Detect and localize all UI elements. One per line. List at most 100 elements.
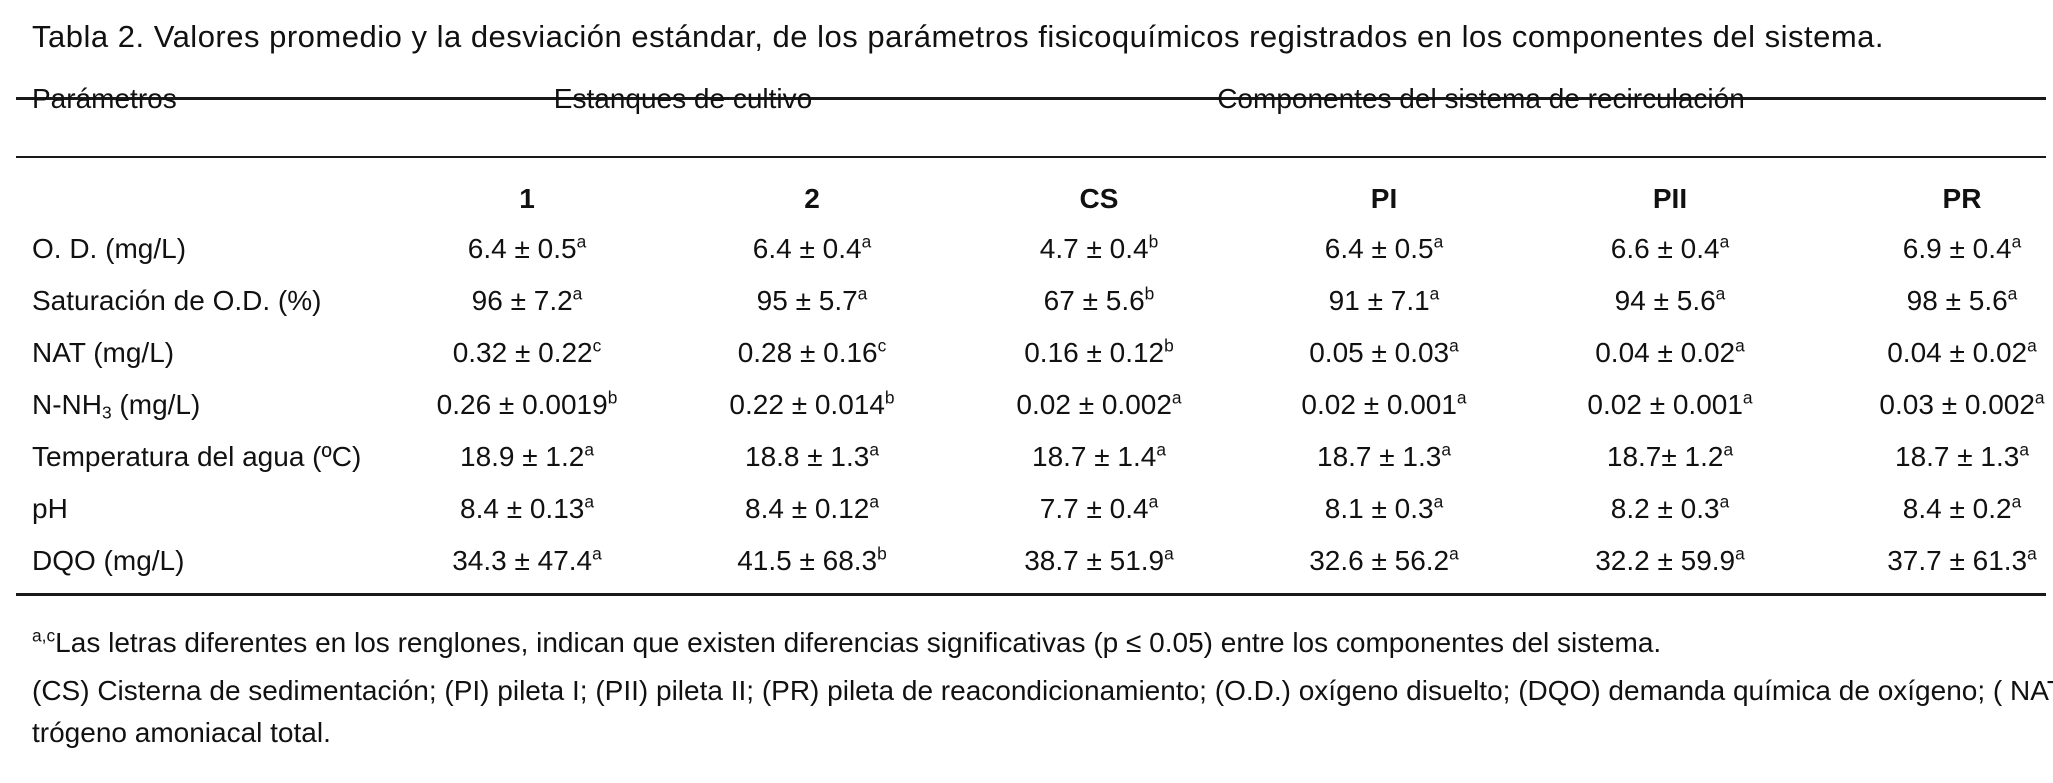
cell-value: 95 ± 5.7 <box>756 285 858 316</box>
cell-significance-letter: a <box>1449 543 1459 564</box>
row-label: Temperatura del agua (ºC) <box>32 441 362 472</box>
table-cell: 6.4 ± 0.5a <box>468 230 586 268</box>
cell-value: 94 ± 5.6 <box>1614 285 1716 316</box>
cell-value: 18.8 ± 1.3 <box>744 441 870 472</box>
table-cell: 18.9 ± 1.2a <box>460 438 594 476</box>
cell-value: 6.6 ± 0.4 <box>1610 233 1720 264</box>
table-cell: 8.1 ± 0.3a <box>1325 490 1443 528</box>
row-label: pH <box>32 493 68 524</box>
table-cell: 0.02 ± 0.001a <box>1301 386 1466 424</box>
cell-value: 0.16 ± 0.12 <box>1024 337 1165 368</box>
table-cell: 6.4 ± 0.4a <box>753 230 871 268</box>
row-label-text: N-NH <box>32 389 102 420</box>
row-label: NAT (mg/L) <box>32 337 175 368</box>
cell-significance-letter: b <box>607 387 618 408</box>
cell-significance-letter: a <box>1735 543 1745 564</box>
cell-significance-letter: a <box>1148 491 1159 512</box>
table-cell: 18.7 ± 1.4a <box>1032 438 1166 476</box>
table-cell: 0.16 ± 0.12b <box>1024 334 1174 372</box>
cell-significance-letter: a <box>1164 543 1174 564</box>
table-bottom-rule <box>16 593 2046 596</box>
cell-value: 96 ± 7.2 <box>471 285 573 316</box>
table-cell: 34.3 ± 47.4a <box>452 542 602 580</box>
cell-value: 8.2 ± 0.3 <box>1610 493 1720 524</box>
column-header-cs: CS <box>1079 183 1119 214</box>
table-cell: 37.7 ± 61.3a <box>1887 542 2037 580</box>
table-cell: 91 ± 7.1a <box>1329 282 1440 320</box>
table-cell: 98 ± 5.6a <box>1907 282 2018 320</box>
table-cell: 8.4 ± 0.12a <box>745 490 879 528</box>
footnote-abbreviations-line2: trógeno amoniacal total. <box>32 717 331 748</box>
footnote-superscript: a,c <box>32 625 56 646</box>
cell-significance-letter: a <box>869 439 880 460</box>
cell-value: 0.02 ± 0.001 <box>1301 389 1457 420</box>
cell-value: 0.28 ± 0.16 <box>737 337 878 368</box>
cell-significance-letter: b <box>884 387 895 408</box>
cell-significance-letter: a <box>2027 335 2037 356</box>
cell-significance-letter: a <box>1742 387 1753 408</box>
cell-significance-letter: a <box>1449 335 1459 356</box>
cell-value: 7.7 ± 0.4 <box>1039 493 1149 524</box>
cell-significance-letter: a <box>2007 283 2018 304</box>
column-header-pr: PR <box>1942 183 1982 214</box>
table-top-rule <box>16 97 2046 100</box>
footnote-significance-text: Las letras diferentes en los renglones, … <box>55 627 1662 658</box>
cell-significance-letter: c <box>877 335 887 356</box>
cell-significance-letter: a <box>2019 439 2030 460</box>
table-cell: 0.32 ± 0.22c <box>453 334 602 372</box>
cell-value: 32.2 ± 59.9 <box>1595 545 1736 576</box>
cell-value: 0.05 ± 0.03 <box>1309 337 1450 368</box>
cell-value: 6.4 ± 0.5 <box>1324 233 1434 264</box>
cell-significance-letter: b <box>877 543 887 564</box>
cell-value: 0.03 ± 0.002 <box>1879 389 2035 420</box>
table-cell: 8.4 ± 0.2a <box>1903 490 2021 528</box>
cell-significance-letter: a <box>2011 491 2022 512</box>
column-header-1: 1 <box>519 183 535 214</box>
row-label-unit: (mg/L) <box>111 389 201 420</box>
cell-significance-letter: a <box>2034 387 2045 408</box>
cell-significance-letter: a <box>1719 231 1730 252</box>
cell-significance-letter: a <box>1171 387 1182 408</box>
cell-value: 0.04 ± 0.02 <box>1887 337 2028 368</box>
row-label: N-NH3 (mg/L) <box>32 386 200 424</box>
cell-value: 41.5 ± 68.3 <box>737 545 878 576</box>
table-cell: 18.7 ± 1.3a <box>1317 438 1451 476</box>
cell-value: 18.7± 1.2 <box>1606 441 1724 472</box>
cell-significance-letter: a <box>1715 283 1726 304</box>
table-cell: 6.6 ± 0.4a <box>1611 230 1729 268</box>
table-cell: 0.04 ± 0.02a <box>1595 334 1745 372</box>
cell-value: 38.7 ± 51.9 <box>1024 545 1165 576</box>
cell-value: 67 ± 5.6 <box>1043 285 1145 316</box>
table-cell: 32.6 ± 56.2a <box>1309 542 1459 580</box>
cell-value: 91 ± 7.1 <box>1328 285 1430 316</box>
table-cell: 0.22 ± 0.014b <box>729 386 894 424</box>
table-cell: 38.7 ± 51.9a <box>1024 542 1174 580</box>
cell-value: 6.9 ± 0.4 <box>1902 233 2012 264</box>
table-cell: 96 ± 7.2a <box>472 282 583 320</box>
table-cell: 0.26 ± 0.0019b <box>437 386 618 424</box>
row-label: DQO (mg/L) <box>32 545 185 576</box>
row-label-subscript: 3 <box>102 402 112 423</box>
column-header-pii: PII <box>1652 183 1688 214</box>
table-cell: 8.4 ± 0.13a <box>460 490 594 528</box>
table-cell: 0.02 ± 0.001a <box>1587 386 1752 424</box>
cell-value: 0.04 ± 0.02 <box>1595 337 1736 368</box>
table-cell: 6.9 ± 0.4a <box>1903 230 2021 268</box>
cell-significance-letter: a <box>2027 543 2037 564</box>
cell-value: 18.7 ± 1.4 <box>1031 441 1157 472</box>
table-cell: 0.03 ± 0.002a <box>1879 386 2044 424</box>
cell-value: 8.4 ± 0.2 <box>1902 493 2012 524</box>
table-cell: 18.7 ± 1.3a <box>1895 438 2029 476</box>
cell-significance-letter: a <box>1456 387 1467 408</box>
cell-significance-letter: a <box>576 231 587 252</box>
header-group-ponds: Estanques de cultivo <box>553 83 813 114</box>
cell-significance-letter: a <box>869 491 880 512</box>
table-cell: 18.8 ± 1.3a <box>745 438 879 476</box>
table-cell: 6.4 ± 0.5a <box>1325 230 1443 268</box>
cell-value: 6.4 ± 0.4 <box>752 233 862 264</box>
cell-significance-letter: a <box>857 283 868 304</box>
table-cell: 4.7 ± 0.4b <box>1040 230 1158 268</box>
cell-significance-letter: b <box>1148 231 1159 252</box>
cell-value: 8.4 ± 0.13 <box>459 493 585 524</box>
